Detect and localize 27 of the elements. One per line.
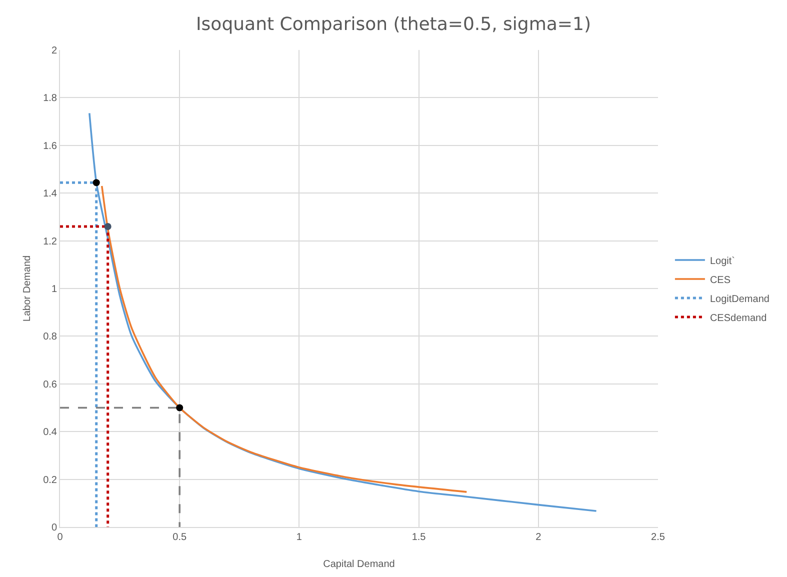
point bbox=[104, 222, 112, 230]
y-tick-label: 0.4 bbox=[43, 427, 58, 438]
legend-label: CES bbox=[710, 274, 731, 286]
y-tick-label: 0 bbox=[51, 522, 58, 534]
y-tick-label: 1.4 bbox=[43, 188, 58, 200]
y-tick-label: 1 bbox=[51, 284, 58, 295]
y-tick-label: 2 bbox=[51, 46, 58, 56]
point bbox=[176, 404, 184, 412]
legend-label: CESdemand bbox=[710, 312, 767, 324]
y-tick-label: 1.8 bbox=[43, 93, 58, 104]
y-tick-label: 0.2 bbox=[43, 474, 58, 486]
legend-label: Logit` bbox=[710, 256, 735, 267]
x-tick-label: 2 bbox=[536, 532, 542, 543]
y-tick-label: 1.6 bbox=[43, 140, 58, 152]
y-tick-label: 0.6 bbox=[43, 379, 58, 390]
chart-title: Isoquant Comparison (theta=0.5, sigma=1) bbox=[196, 14, 591, 35]
x-tick-label: 2.5 bbox=[651, 532, 666, 543]
y-axis-title: Labor Demand bbox=[22, 255, 33, 322]
y-tick-label: 0.8 bbox=[43, 332, 58, 343]
line-series bbox=[100, 185, 468, 493]
y-tick-label: 1.2 bbox=[43, 236, 58, 248]
x-tick-label: 1.5 bbox=[412, 532, 426, 543]
x-axis-title: Capital Demand bbox=[323, 559, 395, 570]
point bbox=[92, 179, 100, 186]
x-tick-label: 1 bbox=[296, 532, 302, 543]
x-tick-label: 0.5 bbox=[172, 532, 187, 543]
legend-label: LogitDemand bbox=[710, 294, 770, 305]
